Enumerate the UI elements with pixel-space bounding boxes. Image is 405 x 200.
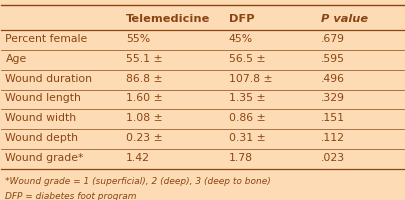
Text: .023: .023 [321,152,345,162]
Text: 55.1 ±: 55.1 ± [126,54,163,63]
Text: Percent female: Percent female [5,34,87,44]
Text: .595: .595 [321,54,345,63]
Text: .112: .112 [321,132,345,142]
Text: Wound length: Wound length [5,93,81,103]
Text: 45%: 45% [229,34,253,44]
Text: DFP: DFP [229,14,254,24]
Text: Wound duration: Wound duration [5,73,92,83]
Text: Age: Age [5,54,27,63]
Text: 56.5 ±: 56.5 ± [229,54,265,63]
Text: 0.23 ±: 0.23 ± [126,132,163,142]
Text: P value: P value [321,14,368,24]
Text: .679: .679 [321,34,345,44]
Text: 1.78: 1.78 [229,152,253,162]
Text: Wound width: Wound width [5,113,77,123]
Text: 107.8 ±: 107.8 ± [229,73,272,83]
Text: .151: .151 [321,113,345,123]
Text: 1.08 ±: 1.08 ± [126,113,163,123]
Text: DFP = diabetes foot program: DFP = diabetes foot program [5,191,137,200]
Text: .496: .496 [321,73,345,83]
Text: 86.8 ±: 86.8 ± [126,73,163,83]
Text: Wound depth: Wound depth [5,132,79,142]
Text: 0.86 ±: 0.86 ± [229,113,265,123]
Text: Wound grade*: Wound grade* [5,152,84,162]
Text: .329: .329 [321,93,345,103]
Text: 1.42: 1.42 [126,152,150,162]
Text: 1.60 ±: 1.60 ± [126,93,163,103]
Text: *Wound grade = 1 (superficial), 2 (deep), 3 (deep to bone): *Wound grade = 1 (superficial), 2 (deep)… [5,176,271,185]
Text: Telemedicine: Telemedicine [126,14,211,24]
Text: 0.31 ±: 0.31 ± [229,132,265,142]
Text: 55%: 55% [126,34,150,44]
Text: 1.35 ±: 1.35 ± [229,93,265,103]
